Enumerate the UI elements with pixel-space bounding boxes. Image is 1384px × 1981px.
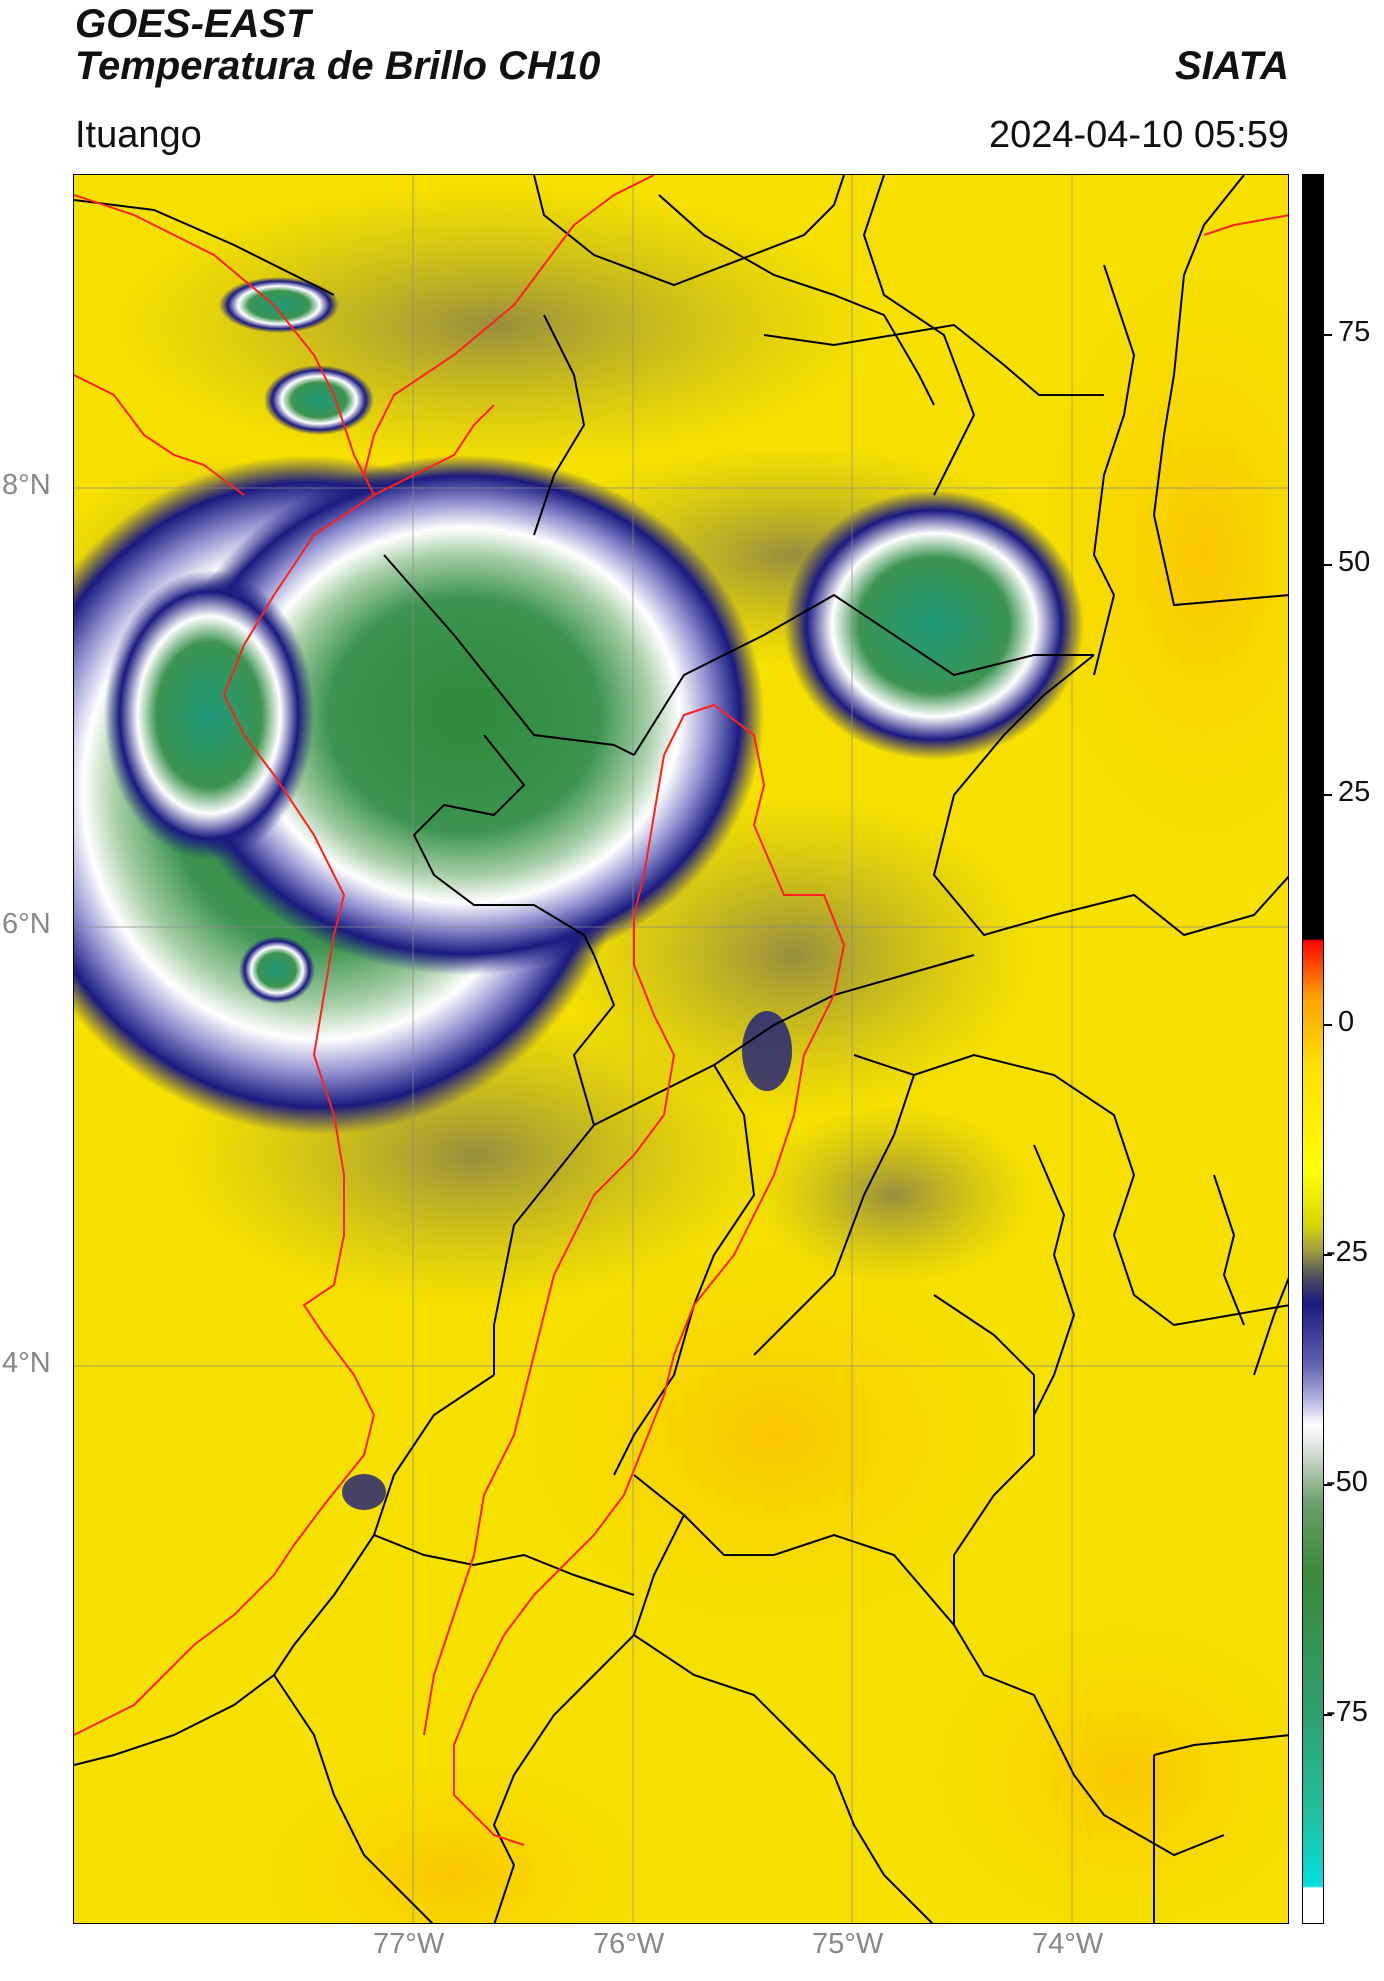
colorbar-tick: 0 xyxy=(1338,1006,1355,1038)
deep-cloud xyxy=(219,277,339,333)
country-borders xyxy=(74,175,1288,1846)
colorbar-tick: -75 xyxy=(1326,1696,1368,1728)
deep-cloud xyxy=(104,570,314,860)
warm-area xyxy=(514,1235,1034,1635)
lat-label-6n: 6°N xyxy=(2,908,51,940)
warm-area xyxy=(1034,255,1288,855)
product-title: Temperatura de Brillo CH10 xyxy=(75,44,601,88)
lat-label-4n: 4°N xyxy=(2,1347,51,1379)
satellite-title: GOES-EAST xyxy=(75,2,311,46)
thin-cloud xyxy=(114,185,874,465)
lon-label-74w: 74°W xyxy=(1032,1928,1104,1960)
deep-cloud xyxy=(239,936,315,1004)
lon-label-76w: 76°W xyxy=(593,1928,665,1960)
colorbar-tick: -50 xyxy=(1326,1466,1368,1498)
colorbar-tick: -25 xyxy=(1326,1236,1368,1268)
colorbar-tick: 75 xyxy=(1338,316,1371,348)
lon-label-75w: 75°W xyxy=(812,1928,884,1960)
colorbar xyxy=(1302,174,1324,1924)
thin-cloud xyxy=(754,1105,1034,1285)
graticule xyxy=(74,175,1288,1923)
timestamp-label: 2024-04-10 05:59 xyxy=(988,114,1289,156)
deep-cloud xyxy=(164,455,764,975)
deep-cloud xyxy=(342,1474,386,1510)
deep-cloud xyxy=(784,490,1084,760)
map-panel[interactable] xyxy=(73,174,1289,1924)
deep-cloud xyxy=(742,1011,792,1091)
colorbar-tick: 50 xyxy=(1338,546,1371,578)
temperature-map xyxy=(74,175,1288,1923)
lon-label-77w: 77°W xyxy=(373,1928,445,1960)
colorbar-tick: 25 xyxy=(1338,776,1371,808)
department-borders xyxy=(74,175,1288,1923)
lat-label-8n: 8°N xyxy=(2,469,51,501)
deep-cloud xyxy=(264,365,374,435)
location-label: Ituango xyxy=(75,114,202,156)
organization-label: SIATA xyxy=(1174,44,1289,88)
warm-area xyxy=(254,1755,654,1923)
